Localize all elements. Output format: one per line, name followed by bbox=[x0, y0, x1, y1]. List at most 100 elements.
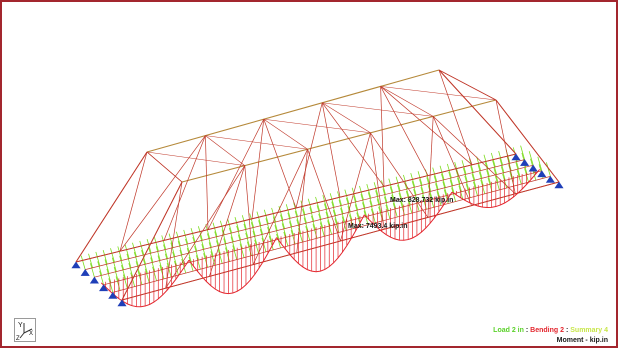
vertical-member bbox=[209, 165, 246, 277]
load-arrow-icon bbox=[427, 185, 433, 200]
load-arrow-icon bbox=[359, 185, 364, 201]
load-arrow-icon bbox=[133, 251, 139, 267]
load-arrow-icon bbox=[385, 204, 391, 220]
load-arrow-icon bbox=[230, 236, 236, 251]
load-arrow-icon bbox=[449, 179, 455, 194]
legend-bending: Bending 2 bbox=[530, 327, 564, 334]
load-arrow-icon bbox=[429, 193, 435, 208]
diagonal-member bbox=[380, 86, 473, 166]
load-arrow-icon bbox=[290, 229, 296, 245]
truss-members bbox=[75, 69, 560, 301]
legend-separator: : bbox=[565, 327, 569, 334]
load-arrow-icon bbox=[139, 240, 145, 256]
load-arrow-icon bbox=[293, 202, 298, 217]
load-arrow-icon bbox=[177, 240, 183, 255]
supports bbox=[71, 153, 564, 307]
load-arrow-icon bbox=[405, 190, 411, 206]
load-arrow-icon bbox=[271, 207, 276, 223]
load-arrow-icon bbox=[268, 235, 274, 250]
load-arrow-icon bbox=[115, 276, 121, 291]
result-legend: Load 2 in : Bending 2 : Summary 4 bbox=[493, 327, 608, 334]
load-arrow-icon bbox=[515, 162, 521, 177]
vertical-member bbox=[380, 86, 429, 176]
load-arrow-icon bbox=[362, 202, 367, 217]
load-arrow-icon bbox=[287, 212, 293, 227]
load-arrow-icon bbox=[477, 164, 483, 179]
load-arrow-icon bbox=[451, 187, 456, 202]
load-arrow-icon bbox=[249, 213, 255, 228]
load-arrow-icon bbox=[367, 192, 373, 207]
load-arrow-icon bbox=[263, 209, 269, 224]
load-arrow-icon bbox=[311, 215, 316, 230]
diagonal-member bbox=[495, 99, 516, 194]
load-arrow-icon bbox=[516, 170, 522, 185]
load-arrow-icon bbox=[183, 229, 189, 245]
load-arrow-icon bbox=[228, 227, 234, 242]
load-arrow-icon bbox=[546, 162, 551, 177]
load-arrow-icon bbox=[345, 197, 351, 212]
axis-z-label: Z bbox=[16, 336, 20, 341]
load-arrow-icon bbox=[243, 223, 249, 239]
diagonal-member bbox=[370, 132, 429, 218]
load-arrow-icon bbox=[188, 257, 194, 272]
load-arrow-icon bbox=[478, 171, 484, 187]
load-arrow-icon bbox=[197, 226, 203, 241]
load-arrow-icon bbox=[537, 156, 543, 171]
load-arrow-icon bbox=[376, 198, 382, 213]
max-moment-callout-top: Max: 828.732 kip.in bbox=[390, 197, 454, 204]
load-arrow-icon bbox=[356, 212, 362, 227]
diagonal-member bbox=[119, 151, 148, 252]
support-icon bbox=[80, 269, 90, 276]
load-arrow-icon bbox=[315, 196, 320, 212]
load-arrow-icon bbox=[195, 255, 201, 270]
max-moment-callout-middle: Max: 7493.4 kip.in bbox=[348, 223, 408, 230]
load-arrow-icon bbox=[246, 241, 252, 256]
top-chord-far bbox=[146, 69, 440, 153]
load-arrow-icon bbox=[194, 245, 199, 261]
load-arrow-icon bbox=[236, 225, 242, 240]
top-lateral bbox=[146, 151, 183, 183]
load-arrow-icon bbox=[239, 243, 245, 258]
load-arrow-icon bbox=[442, 181, 448, 196]
load-arrow-icon bbox=[435, 183, 440, 198]
load-arrow-icon bbox=[324, 203, 329, 218]
load-arrow-icon bbox=[280, 214, 285, 229]
load-arrow-icon bbox=[411, 180, 417, 196]
load-arrow-icon bbox=[267, 226, 272, 242]
load-arrow-icon bbox=[499, 158, 505, 173]
load-arrow-icon bbox=[117, 246, 123, 261]
truss-model-drawing[interactable] bbox=[4, 4, 618, 348]
top-bracing bbox=[205, 135, 308, 150]
load-arrow-icon bbox=[398, 192, 404, 208]
deck-stringer bbox=[94, 164, 534, 278]
load-arrow-icon bbox=[360, 194, 366, 209]
load-arrow-icon bbox=[528, 151, 534, 166]
deck-stringer bbox=[103, 170, 542, 286]
load-arrow-icon bbox=[464, 175, 470, 190]
support-icon bbox=[117, 299, 127, 307]
top-lateral bbox=[205, 135, 245, 166]
axis-triad-icon[interactable]: Y X Z bbox=[14, 318, 36, 342]
top-lateral bbox=[263, 118, 308, 150]
model-viewport[interactable]: Max: 828.732 kip.in Max: 7493.4 kip.in L… bbox=[4, 4, 618, 348]
load-arrow-icon bbox=[300, 200, 306, 215]
load-arrow-icon bbox=[148, 248, 154, 263]
load-arrow-icon bbox=[170, 242, 176, 257]
load-arrow-icon bbox=[281, 223, 287, 238]
load-arrow-icon bbox=[164, 253, 170, 268]
load-arrow-icon bbox=[172, 251, 178, 266]
load-arrow-icon bbox=[95, 251, 101, 267]
support-icon bbox=[89, 276, 99, 284]
moment-curve bbox=[276, 214, 365, 273]
load-arrow-icon bbox=[296, 219, 302, 234]
load-arrow-icon bbox=[110, 248, 115, 263]
load-arrow-icon bbox=[344, 189, 350, 204]
load-arrow-icon bbox=[128, 263, 134, 278]
legend-separator: : bbox=[525, 327, 529, 334]
load-arrow-icon bbox=[88, 253, 93, 268]
load-arrow-icon bbox=[340, 207, 345, 223]
load-arrow-icon bbox=[126, 253, 132, 268]
load-arrow-icon bbox=[375, 190, 381, 205]
top-lateral bbox=[322, 102, 371, 134]
load-arrow-icon bbox=[201, 244, 207, 259]
